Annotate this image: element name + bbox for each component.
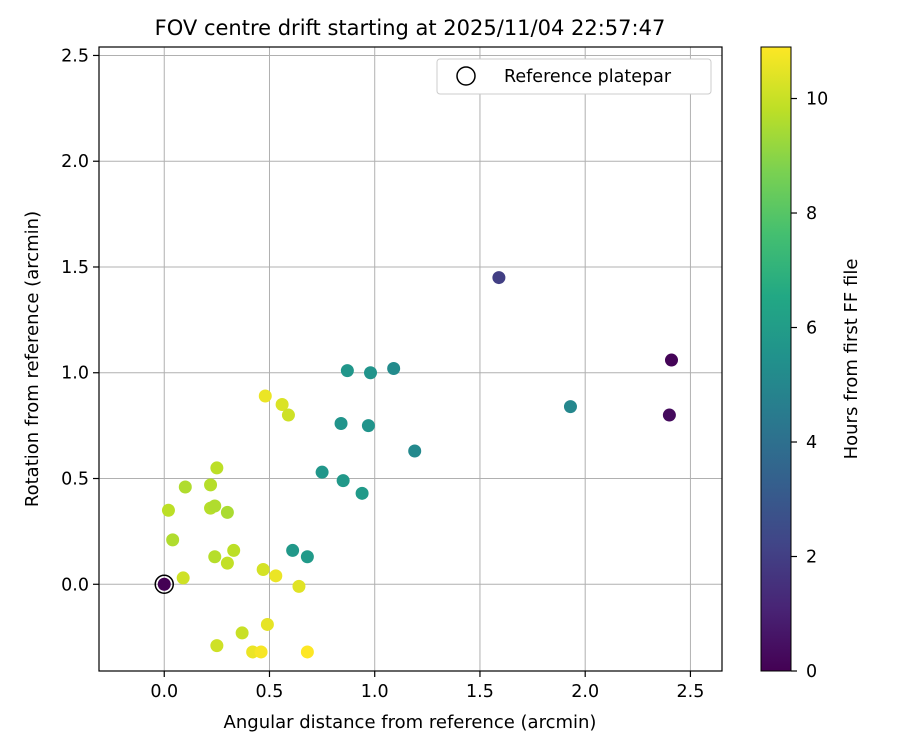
colorbar-tick-label: 0 [806, 662, 817, 682]
colorbar-tick-label: 10 [806, 90, 828, 110]
reference-platepar-marker [154, 574, 174, 595]
x-tick-label: 1.5 [466, 682, 494, 702]
legend-box [436, 58, 712, 95]
colorbar-tick-label: 4 [806, 433, 817, 453]
x-tick-label: 2.5 [677, 682, 705, 702]
scatter-point [664, 353, 678, 367]
scatter-point [408, 444, 422, 458]
scatter-point [340, 364, 354, 378]
scatter-point [258, 389, 272, 403]
scatter-point [260, 617, 274, 631]
scatter-point [254, 645, 268, 659]
scatter-point [315, 465, 329, 479]
scatter-point [336, 474, 350, 488]
scatter-point [281, 408, 295, 422]
scatter-point [210, 461, 224, 475]
scatter-point [361, 419, 375, 433]
scatter-point [292, 579, 306, 593]
x-tick-label: 0.5 [256, 682, 284, 702]
scatter-point [176, 571, 190, 585]
scatter-point [364, 366, 378, 380]
y-tick-label: 1.0 [61, 364, 89, 384]
y-tick-label: 2.0 [61, 152, 89, 172]
scatter-point [157, 577, 171, 591]
y-axis-ticks: 0.0 0.5 1.0 1.5 2.0 2.5 [61, 46, 99, 595]
colorbar-tick-label: 8 [806, 204, 817, 224]
colorbar-label: Hours from first FF file [841, 259, 862, 460]
scatter-point [227, 543, 241, 557]
scatter-point [161, 503, 175, 517]
x-tick-label: 0.0 [150, 682, 178, 702]
colorbar-tick-label: 6 [806, 319, 817, 339]
colorbar: 0 2 4 6 8 10 Hours from first FF file [760, 46, 862, 682]
scatter-point [300, 645, 314, 659]
y-axis-label: Rotation from reference (arcmin) [22, 211, 43, 507]
grid [99, 47, 722, 671]
y-tick-label: 1.5 [61, 258, 89, 278]
scatter-point [269, 569, 283, 583]
scatter-point [662, 408, 676, 422]
scatter-point [300, 550, 314, 564]
plot-frame [98, 46, 723, 672]
y-tick-label: 0.5 [61, 470, 89, 490]
legend-marker [456, 66, 476, 86]
colorbar-gradient [760, 46, 792, 672]
scatter-point [208, 499, 222, 513]
colorbar-ticks: 0 2 4 6 8 10 [791, 90, 828, 682]
scatter-point [334, 417, 348, 431]
y-tick-label: 2.5 [61, 46, 89, 66]
colorbar-tick-label: 2 [806, 548, 817, 568]
scatter-point [166, 533, 180, 547]
x-axis-label: Angular distance from reference (arcmin) [224, 712, 597, 733]
scatter-point [563, 400, 577, 414]
y-tick-label: 0.0 [61, 575, 89, 595]
x-tick-label: 2.0 [571, 682, 599, 702]
scatter-point [210, 639, 224, 653]
scatter-point [286, 543, 300, 557]
x-tick-label: 1.0 [361, 682, 389, 702]
scatter-point [178, 480, 192, 494]
chart-title: FOV centre drift starting at 2025/11/04 … [155, 16, 666, 40]
scatter-point [220, 556, 234, 570]
scatter-point [204, 478, 218, 492]
legend: Reference platepar [436, 58, 712, 95]
scatter-point [492, 271, 506, 285]
scatter-point [235, 626, 249, 640]
x-axis-ticks: 0.0 0.5 1.0 1.5 2.0 2.5 [150, 671, 704, 702]
scatter-point [355, 486, 369, 500]
scatter-point [220, 505, 234, 519]
scatter-point [208, 550, 222, 564]
scatter-points [157, 271, 678, 659]
legend-label: Reference platepar [504, 67, 672, 87]
scatter-point [387, 362, 401, 376]
scatter-point [256, 562, 270, 576]
scatter-point [275, 397, 289, 411]
plot-area [99, 47, 722, 671]
